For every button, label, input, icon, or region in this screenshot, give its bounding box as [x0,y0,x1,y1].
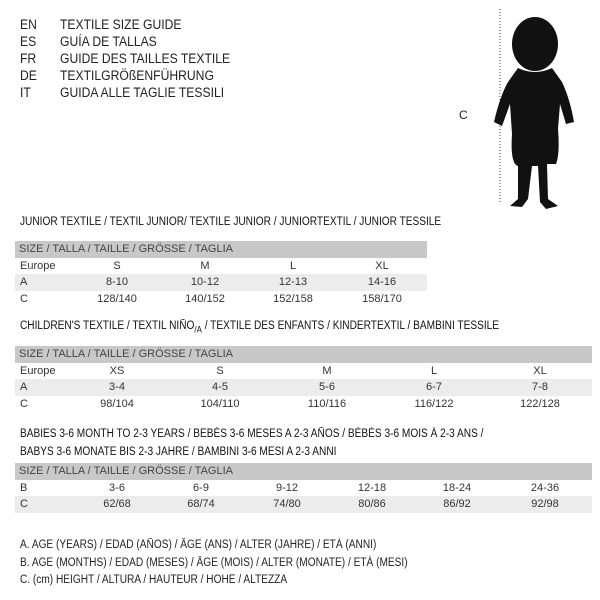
table-cell: 12-18 [357,481,387,494]
table-row: C 98/104 104/110 110/116 116/122 122/128 [15,396,592,413]
title-text: CHILDREN'S TEXTILE / TEXTIL NIÑO [20,320,195,332]
title-subscript: /A [194,324,202,335]
children-section-title: CHILDREN'S TEXTILE / TEXTIL NIÑO/A / TEX… [20,320,499,334]
table-header: SIZE / TALLA / TAILLE / GRÖSSE / TAGLIA [15,241,427,258]
table-cell: 8-10 [105,276,129,288]
row-label: C [20,292,28,305]
guide-title: GUÍA DE TALLAS [60,34,157,49]
table-cell: 122/128 [520,397,560,410]
table-header: SIZE / TALLA / TAILLE / GRÖSSE / TAGLIA [15,346,592,363]
table-row: C 128/140 140/152 152/158 158/170 [15,291,427,308]
table-cell: M [200,259,210,272]
table-cell: 86/92 [443,498,471,510]
children-size-table: SIZE / TALLA / TAILLE / GRÖSSE / TAGLIA … [15,346,592,412]
babies-size-table: SIZE / TALLA / TAILLE / GRÖSSE / TAGLIA … [15,463,592,513]
table-cell: 5-6 [319,381,335,393]
title-line: BABYS 3-6 MONATE BIS 2-3 JAHRE / BAMBINI… [20,446,337,458]
table-cell: XS [109,364,125,377]
guide-title: GUIDA ALLE TAGLIE TESSILI [60,85,225,100]
table-cell: 14-16 [367,276,397,288]
table-cell: L [289,259,297,272]
guide-titles: TEXTILE SIZE GUIDE GUÍA DE TALLAS GUIDE … [60,16,249,101]
table-cell: 7-8 [532,381,548,393]
row-label: B [20,481,28,494]
table-cell: 6-7 [426,381,442,393]
table-cell: XL [375,259,389,272]
junior-section-title: JUNIOR TEXTILE / TEXTIL JUNIOR/ TEXTILE … [20,216,442,228]
table-cell: 152/158 [273,292,313,305]
table-cell: 24-36 [530,481,560,494]
table-cell: XL [533,364,547,377]
table-cell: 158/170 [362,292,402,305]
height-measure-label: C [459,108,468,122]
row-label: Europe [20,364,56,377]
table-cell: 6-9 [193,481,209,494]
row-label: C [20,397,28,410]
table-cell: 62/68 [103,498,131,510]
guide-title: TEXTILE SIZE GUIDE [60,17,182,32]
table-cell: 116/122 [414,397,454,410]
table-cell: 104/110 [200,397,240,410]
guide-title: TEXTILGRÖßENFÜHRUNG [60,68,214,83]
table-cell: 110/116 [307,397,347,410]
table-cell: 68/74 [187,498,215,510]
table-row: Europe XS S M L XL [15,363,592,380]
table-cell: 9-12 [275,481,299,494]
note-age-months: B. AGE (MONTHS) / EDAD (MESES) / ÂGE (MO… [20,556,408,569]
table-row: C 62/68 68/74 74/80 80/86 86/92 92/98 [15,496,592,513]
table-cell: 92/98 [531,498,559,510]
child-silhouette-icon [494,9,574,209]
table-cell: 3-6 [109,481,125,494]
table-row: Europe S M L XL [15,258,427,275]
junior-size-table: SIZE / TALLA / TAILLE / GRÖSSE / TAGLIA … [15,241,427,307]
row-label: C [20,498,28,510]
lang-code: FR [20,51,37,66]
table-cell: 140/152 [185,292,225,305]
row-label: Europe [20,259,56,272]
language-codes: EN ES FR DE IT [20,16,39,101]
title-line: BABIES 3-6 MONTH TO 2-3 YEARS / BEBÉS 3-… [20,428,484,440]
note-age-years: A. AGE (YEARS) / EDAD (AÑOS) / ÂGE (ANS)… [20,539,377,551]
table-cell: 10-12 [190,276,220,288]
table-row: A 8-10 10-12 12-13 14-16 [15,274,427,291]
lang-code: EN [20,17,37,32]
babies-section-title: BABIES 3-6 MONTH TO 2-3 YEARS / BEBÉS 3-… [20,425,547,461]
table-cell: 18-24 [442,481,472,494]
table-cell: S [216,364,224,377]
table-row: A 3-4 4-5 5-6 6-7 7-8 [15,379,592,396]
table-cell: 80/86 [358,498,386,510]
note-height: C. (cm) HEIGHT / ALTURA / HAUTEUR / HÖHE… [20,574,288,586]
table-cell: 3-4 [109,381,125,393]
lang-code: ES [20,34,37,49]
table-cell: S [113,259,121,272]
lang-code: DE [20,68,37,83]
table-cell: L [430,364,438,377]
table-cell: M [322,364,332,377]
table-cell: 98/104 [100,397,134,410]
table-cell: 12-13 [278,276,308,288]
table-cell: 4-5 [212,381,228,393]
table-cell: 128/140 [97,292,137,305]
legend-notes: A. AGE (YEARS) / EDAD (AÑOS) / ÂGE (ANS)… [20,537,460,590]
title-text: / TEXTILE DES ENFANTS / KINDERTEXTIL / B… [201,320,500,332]
row-label: A [20,276,28,288]
table-header: SIZE / TALLA / TAILLE / GRÖSSE / TAGLIA [15,463,592,480]
table-cell: 74/80 [273,498,301,510]
table-row: B 3-6 6-9 9-12 12-18 18-24 24-36 [15,480,592,497]
row-label: A [20,381,28,393]
lang-code: IT [20,85,31,100]
guide-title: GUIDE DES TAILLES TEXTILE [60,51,231,66]
